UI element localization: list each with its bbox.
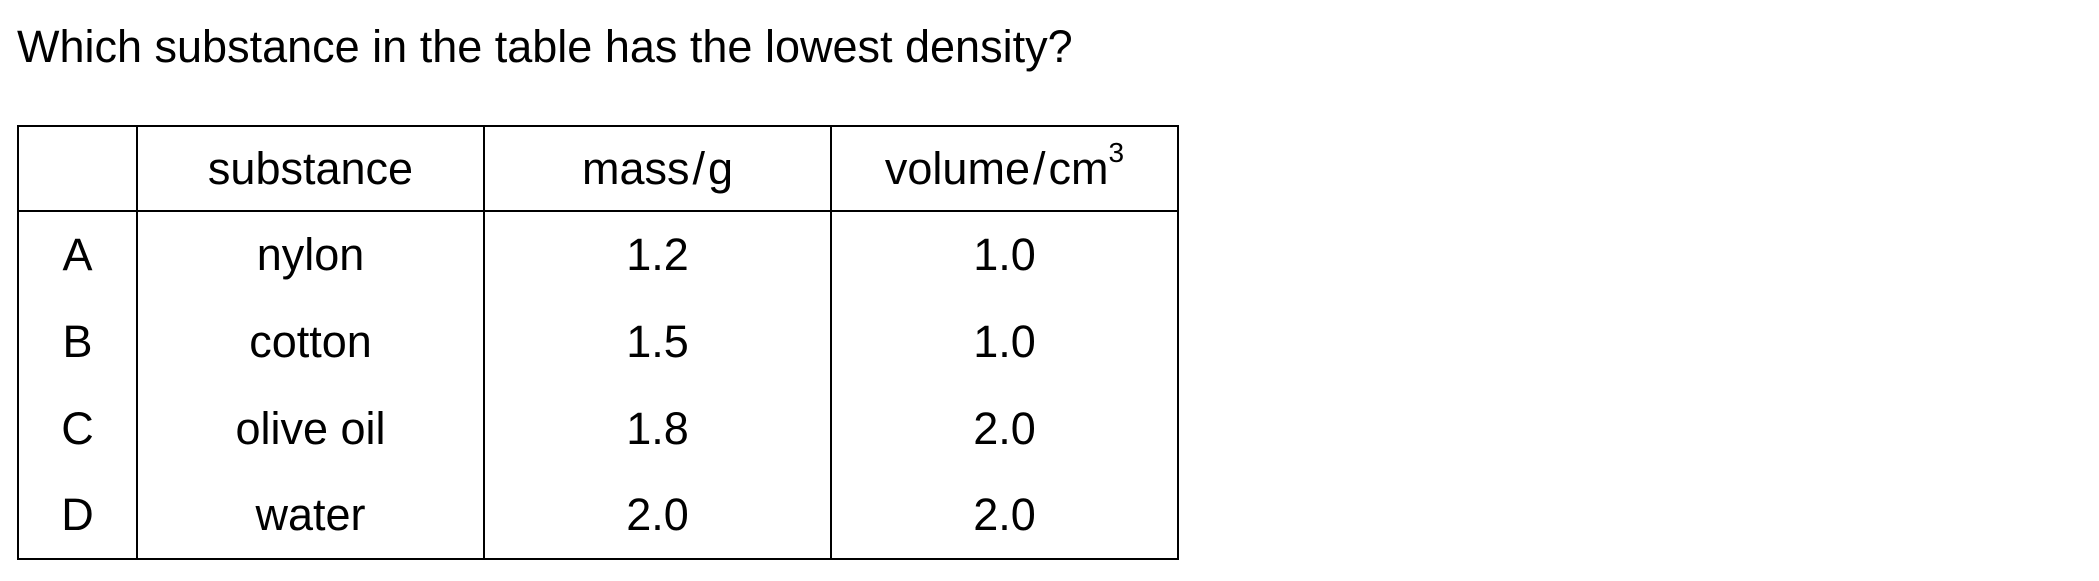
option-letter: B [17, 298, 138, 385]
header-letter [17, 125, 138, 212]
header-volume-unit-power: 3 [1108, 136, 1125, 168]
volume-cell: 1.0 [830, 298, 1179, 385]
substance-cell: water [136, 472, 485, 560]
mass-cell: 2.0 [483, 472, 832, 560]
header-mass-separator: / [692, 142, 705, 194]
header-substance: substance [136, 125, 485, 212]
header-volume-quantity: volume [884, 142, 1030, 194]
option-letter: D [17, 472, 138, 560]
question-text: Which substance in the table has the low… [17, 21, 1073, 72]
option-letter: A [17, 211, 138, 298]
table-header-row: substance mass/g volume/cm3 [17, 125, 1179, 212]
substance-cell: cotton [136, 298, 485, 385]
substance-cell: nylon [136, 211, 485, 298]
volume-cell: 2.0 [830, 472, 1179, 560]
table-row: A nylon 1.2 1.0 [17, 211, 1179, 298]
substance-cell: olive oil [136, 385, 485, 472]
table-row: B cotton 1.5 1.0 [17, 298, 1179, 385]
mass-cell: 1.5 [483, 298, 832, 385]
header-mass-quantity: mass [581, 142, 690, 194]
mass-cell: 1.2 [483, 211, 832, 298]
header-volume-unit: cm [1048, 142, 1109, 194]
header-mass: mass/g [483, 125, 832, 212]
volume-cell: 1.0 [830, 211, 1179, 298]
table-row: D water 2.0 2.0 [17, 472, 1179, 560]
volume-cell: 2.0 [830, 385, 1179, 472]
substance-table: substance mass/g volume/cm3 A nylon 1.2 … [17, 125, 1179, 560]
header-mass-unit: g [708, 142, 734, 194]
option-letter: C [17, 385, 138, 472]
header-volume: volume/cm3 [830, 125, 1179, 212]
mass-cell: 1.8 [483, 385, 832, 472]
table-row: C olive oil 1.8 2.0 [17, 385, 1179, 472]
header-volume-separator: / [1032, 142, 1046, 194]
